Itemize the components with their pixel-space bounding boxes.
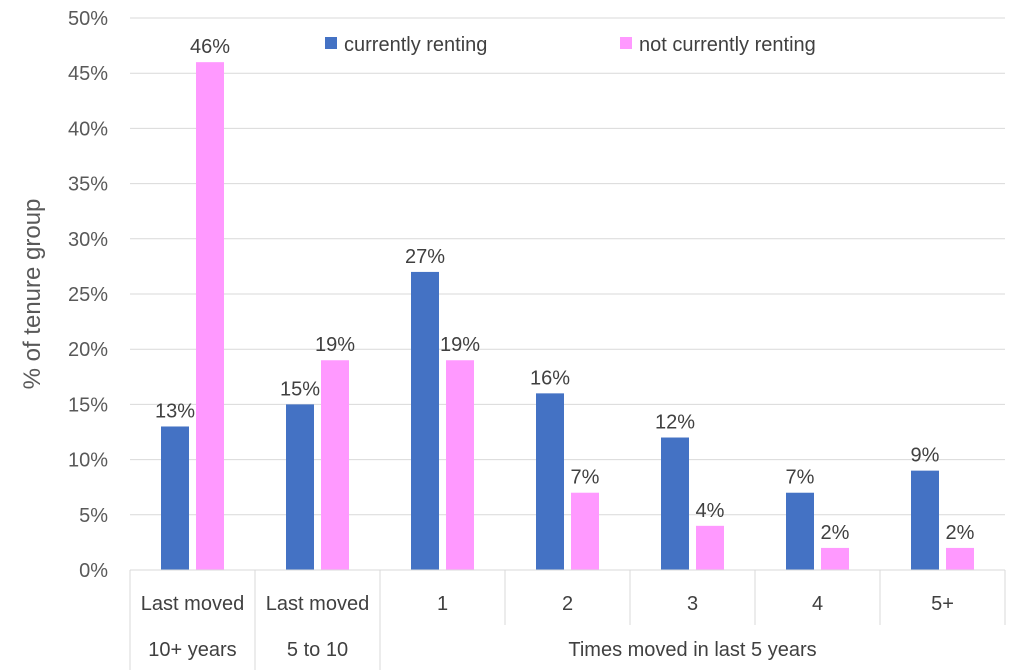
x-group-label: Times moved in last 5 years xyxy=(568,639,816,661)
bar-currently-renting xyxy=(286,404,314,570)
data-label: 19% xyxy=(315,334,355,356)
data-label: 15% xyxy=(280,378,320,400)
bar-currently-renting xyxy=(786,492,814,570)
data-label: 7% xyxy=(571,467,600,489)
x-axis: Last moved 10+ years Last moved 5 to 10 1 2 3 4… xyxy=(129,569,1006,670)
y-axis-label: % of tenure group xyxy=(19,199,46,390)
data-label: 2% xyxy=(821,522,850,544)
data-label: 13% xyxy=(155,400,195,422)
y-tick-label: 40% xyxy=(68,118,108,140)
bar-not-currently-renting xyxy=(446,360,474,570)
data-label: 7% xyxy=(786,467,815,489)
bar-not-currently-renting xyxy=(321,360,349,570)
x-tick-label: 3 xyxy=(687,593,698,615)
data-label: 46% xyxy=(190,36,230,58)
data-label: 9% xyxy=(911,445,940,467)
bar-currently-renting xyxy=(661,437,689,570)
x-tick-label: 10+ years xyxy=(148,639,236,661)
legend: currently renting not currently renting xyxy=(325,34,816,56)
legend-label: not currently renting xyxy=(639,34,816,56)
bar-currently-renting xyxy=(536,393,564,570)
bar-currently-renting xyxy=(911,470,939,570)
y-tick-label: 10% xyxy=(68,450,108,472)
data-label: 27% xyxy=(405,246,445,268)
x-tick-label: Last moved xyxy=(266,593,369,615)
legend-label: currently renting xyxy=(344,34,487,56)
y-tick-label: 35% xyxy=(68,174,108,196)
legend-swatch xyxy=(325,37,337,49)
y-tick-label: 25% xyxy=(68,284,108,306)
y-tick-label: 20% xyxy=(68,339,108,361)
y-tick-label: 5% xyxy=(79,505,108,527)
y-tick-label: 15% xyxy=(68,394,108,416)
data-label: 16% xyxy=(530,367,570,389)
y-tick-label: 30% xyxy=(68,229,108,251)
legend-swatch xyxy=(620,37,632,49)
y-tick-label: 50% xyxy=(68,8,108,30)
bar-currently-renting xyxy=(411,271,439,570)
x-tick-label: 5+ xyxy=(931,593,954,615)
x-tick-label: 1 xyxy=(437,593,448,615)
y-tick-label: 0% xyxy=(79,560,108,582)
bar-not-currently-renting xyxy=(946,547,974,570)
bar-not-currently-renting xyxy=(696,525,724,570)
x-tick-label: 2 xyxy=(562,593,573,615)
y-tick-label: 45% xyxy=(68,63,108,85)
grid-lines xyxy=(130,17,1005,571)
data-label: 12% xyxy=(655,412,695,434)
bar-not-currently-renting xyxy=(196,62,224,570)
x-tick-label: 5 to 10 xyxy=(287,639,348,661)
bar-not-currently-renting xyxy=(821,547,849,570)
x-tick-label: 4 xyxy=(812,593,823,615)
data-label: 19% xyxy=(440,334,480,356)
data-label: 2% xyxy=(946,522,975,544)
bar-currently-renting xyxy=(161,426,189,570)
bars xyxy=(161,62,974,570)
x-tick-label: Last moved xyxy=(141,593,244,615)
data-label: 4% xyxy=(696,500,725,522)
data-labels: 13% 15% 27% 16% 12% 7% 9% 46% 19% 19% 7% 4% 2% 2% xyxy=(155,36,975,544)
y-axis-ticks: 0% 5% 10% 15% 20% 25% 30% 35% 40% 45% 50% xyxy=(68,8,108,582)
bar-not-currently-renting xyxy=(571,492,599,570)
